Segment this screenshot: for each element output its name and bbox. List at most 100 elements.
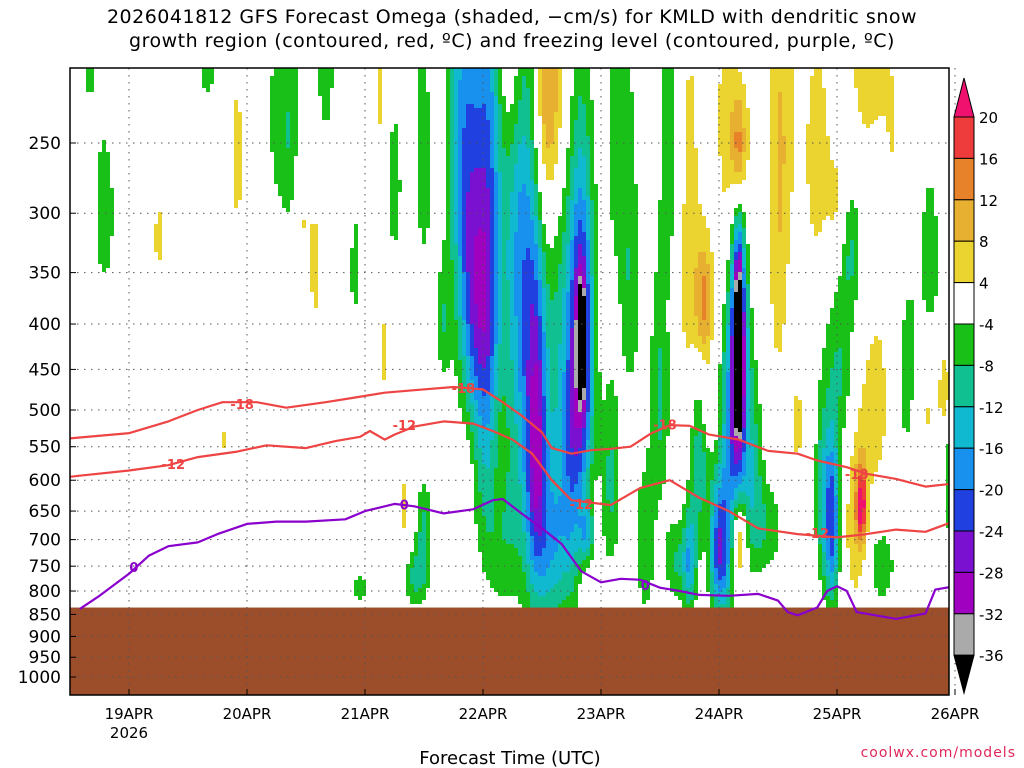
omega-cell	[418, 592, 422, 596]
omega-cell	[570, 112, 574, 116]
omega-cell	[482, 568, 486, 572]
omega-cell	[450, 144, 454, 148]
omega-cell	[326, 68, 330, 72]
omega-cell	[534, 424, 538, 428]
omega-cell	[578, 192, 582, 196]
omega-cell	[546, 420, 550, 424]
omega-cell	[518, 224, 522, 228]
omega-cell	[474, 508, 478, 512]
omega-cell	[490, 132, 494, 136]
omega-cell	[486, 448, 490, 452]
omega-cell	[450, 260, 454, 264]
omega-cell	[498, 540, 502, 544]
omega-cell	[238, 176, 242, 180]
omega-cell	[458, 368, 462, 372]
omega-cell	[490, 568, 494, 572]
omega-cell	[98, 168, 102, 172]
omega-cell	[554, 488, 558, 492]
omega-cell	[506, 308, 510, 312]
omega-cell	[578, 136, 582, 140]
omega-cell	[502, 392, 506, 396]
omega-cell	[522, 340, 526, 344]
omega-cell	[534, 480, 538, 484]
omega-cell	[502, 156, 506, 160]
omega-cell	[554, 72, 558, 76]
omega-cell	[542, 556, 546, 560]
omega-cell	[582, 256, 586, 260]
omega-cell	[382, 368, 386, 372]
omega-cell	[474, 456, 478, 460]
omega-cell	[482, 352, 486, 356]
omega-cell	[482, 124, 486, 128]
omega-cell	[494, 452, 498, 456]
omega-cell	[102, 268, 106, 272]
omega-cell	[286, 140, 290, 144]
omega-cell	[470, 416, 474, 420]
omega-cell	[554, 68, 558, 72]
omega-cell	[390, 152, 394, 156]
omega-cell	[450, 108, 454, 112]
omega-cell	[534, 300, 538, 304]
omega-cell	[506, 368, 510, 372]
omega-cell	[518, 464, 522, 468]
omega-cell	[502, 492, 506, 496]
omega-cell	[570, 352, 574, 356]
omega-cell	[518, 536, 522, 540]
omega-cell	[514, 236, 518, 240]
omega-cell	[418, 128, 422, 132]
omega-cell	[510, 392, 514, 396]
omega-cell	[482, 440, 486, 444]
omega-cell	[514, 396, 518, 400]
omega-cell	[234, 200, 238, 204]
omega-cell	[518, 248, 522, 252]
omega-cell	[502, 576, 506, 580]
omega-cell	[514, 540, 518, 544]
omega-cell	[466, 196, 470, 200]
omega-cell	[418, 208, 422, 212]
omega-cell	[534, 436, 538, 440]
omega-cell	[530, 228, 534, 232]
omega-cell	[550, 260, 554, 264]
omega-cell	[286, 68, 290, 72]
omega-cell	[478, 152, 482, 156]
omega-cell	[550, 112, 554, 116]
omega-cell	[482, 200, 486, 204]
omega-cell	[518, 264, 522, 268]
omega-cell	[574, 220, 578, 224]
omega-cell	[546, 444, 550, 448]
omega-cell	[486, 496, 490, 500]
omega-cell	[514, 416, 518, 420]
omega-cell	[494, 132, 498, 136]
omega-cell	[482, 324, 486, 328]
omega-cell	[538, 508, 542, 512]
omega-cell	[554, 548, 558, 552]
omega-cell	[286, 100, 290, 104]
omega-cell	[478, 544, 482, 548]
omega-cell	[482, 112, 486, 116]
omega-cell	[478, 392, 482, 396]
omega-cell	[566, 508, 570, 512]
omega-cell	[498, 484, 502, 488]
omega-cell	[234, 116, 238, 120]
omega-cell	[566, 280, 570, 284]
omega-cell	[530, 308, 534, 312]
omega-cell	[522, 252, 526, 256]
omega-cell	[526, 240, 530, 244]
omega-cell	[510, 184, 514, 188]
omega-cell	[542, 112, 546, 116]
omega-cell	[282, 180, 286, 184]
omega-cell	[558, 484, 562, 488]
omega-cell	[294, 88, 298, 92]
omega-cell	[562, 516, 566, 520]
omega-cell	[458, 172, 462, 176]
omega-cell	[486, 320, 490, 324]
omega-cell	[518, 524, 522, 528]
omega-cell	[530, 320, 534, 324]
omega-cell	[522, 296, 526, 300]
omega-cell	[490, 216, 494, 220]
omega-cell	[558, 452, 562, 456]
omega-cell	[454, 132, 458, 136]
omega-cell	[510, 372, 514, 376]
omega-cell	[518, 504, 522, 508]
omega-cell	[498, 452, 502, 456]
